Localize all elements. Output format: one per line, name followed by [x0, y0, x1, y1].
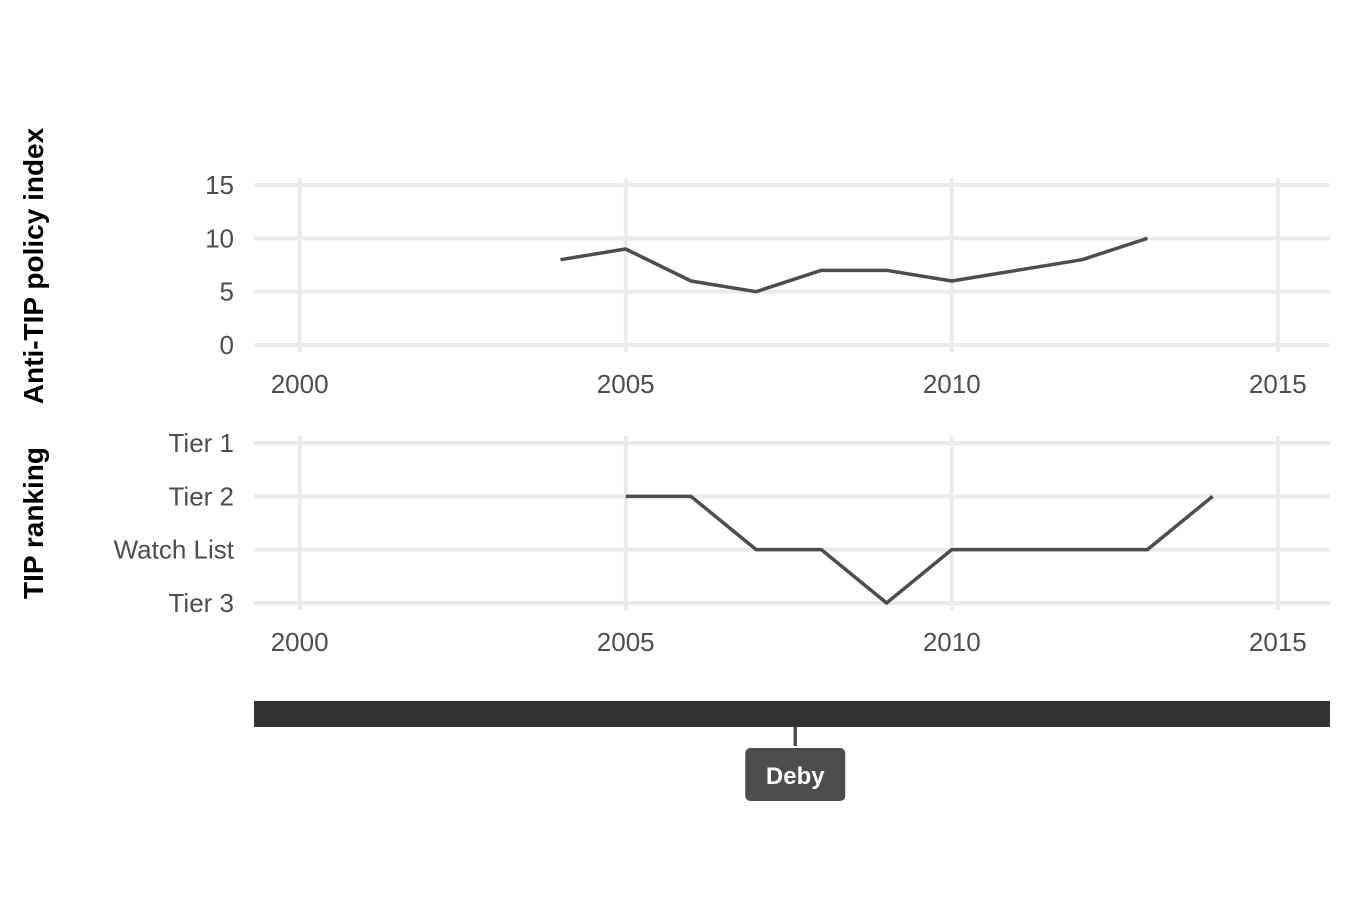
leader-timeline: Deby: [254, 701, 1330, 801]
ranking-y-tick-label: Tier 3: [169, 588, 235, 618]
leader-label-text: Deby: [766, 763, 825, 790]
policy-y-tick-label: 5: [220, 277, 234, 307]
ranking-x-tick-label: 2000: [271, 627, 329, 657]
policy-x-tick-label: 2015: [1249, 369, 1307, 399]
leader-period-bar: [254, 701, 1330, 727]
policy-x-tick-label: 2000: [271, 369, 329, 399]
ranking-y-tick-label: Tier 2: [169, 481, 235, 511]
policy-index-axis-title: Anti-TIP policy index: [18, 127, 49, 404]
ranking-x-tick-label: 2005: [597, 627, 655, 657]
policy-y-tick-label: 10: [205, 223, 234, 253]
leader-label-box: [745, 748, 846, 801]
policy-x-tick-label: 2005: [597, 369, 655, 399]
ranking-x-tick-label: 2015: [1249, 627, 1307, 657]
policy-y-tick-label: 0: [220, 330, 234, 360]
tip-ranking-line: [625, 494, 1214, 605]
tip-ranking-axis-title: TIP ranking: [18, 447, 49, 599]
tip-ranking-panel: Tier 1 Tier 2 Watch List Tier 3 2000 2005 2010…: [114, 428, 1330, 657]
policy-x-tick-label: 2010: [923, 369, 981, 399]
ranking-x-tick-label: 2010: [923, 627, 981, 657]
policy-y-tick-label: 15: [205, 170, 234, 200]
policy-index-panel: 0 5 10 15 2000 2005 2010 2015: [205, 170, 1330, 399]
ranking-y-tick-label: Tier 1: [169, 428, 235, 458]
ranking-y-tick-label: Watch List: [114, 535, 235, 565]
policy-index-line: [560, 236, 1148, 294]
